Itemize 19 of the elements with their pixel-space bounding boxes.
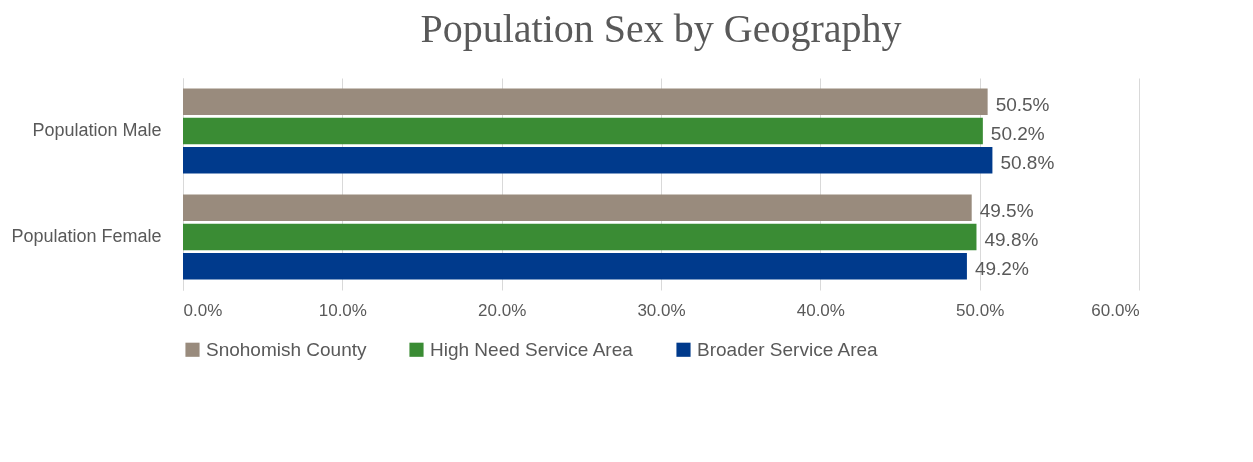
x-tick-label: 40.0% — [796, 300, 845, 320]
x-tick-label: 20.0% — [478, 300, 527, 320]
chart-title: Population Sex by Geography — [420, 6, 902, 51]
y-tick-label: Population Male — [32, 120, 162, 140]
legend-label: Broader Service Area — [697, 338, 879, 360]
data-label: 50.5% — [995, 93, 1050, 115]
y-tick-label: Population Female — [11, 226, 162, 246]
data-label: 49.8% — [984, 229, 1039, 250]
legend-label: Snohomish County — [206, 338, 368, 360]
legend-label: High Need Service Area — [430, 338, 634, 360]
data-label: 49.5% — [979, 199, 1034, 221]
x-tick-label: 60.0% — [1091, 300, 1140, 320]
data-label: 50.8% — [1000, 152, 1055, 174]
x-tick-label: 30.0% — [637, 300, 686, 320]
data-label: 49.2% — [974, 258, 1029, 280]
x-tick-label: 50.0% — [956, 300, 1005, 320]
x-tick-label: 10.0% — [318, 300, 367, 320]
x-tick-label: 0.0% — [183, 300, 223, 320]
data-label: 50.2% — [990, 123, 1045, 144]
